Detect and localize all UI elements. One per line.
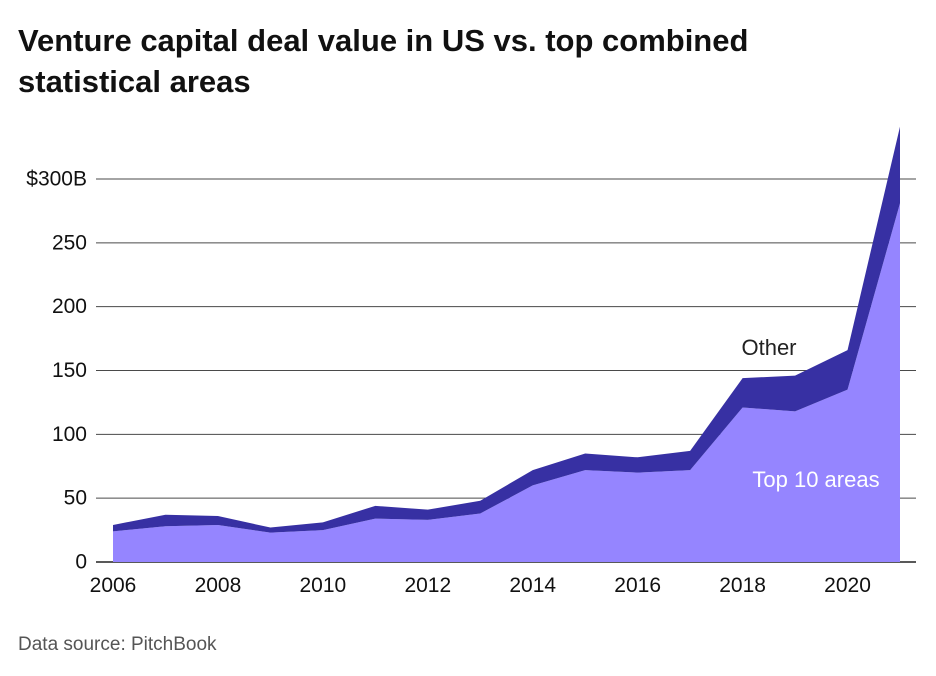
x-tick-label: 2006 <box>90 574 137 597</box>
annotation-top-10-areas: Top 10 areas <box>752 467 879 492</box>
y-tick-label: 50 <box>64 487 87 510</box>
y-tick-label: 200 <box>52 295 87 318</box>
data-source-note: Data source: PitchBook <box>18 634 217 655</box>
y-tick-label: 0 <box>75 551 87 574</box>
y-axis-ticks: 0 50 100 150 200 250 $300B <box>26 168 87 574</box>
x-tick-label: 2010 <box>300 574 347 597</box>
x-tick-label: 2008 <box>195 574 242 597</box>
annotation-other: Other <box>741 335 796 360</box>
chart-title-line-2: statistical areas <box>18 64 251 99</box>
x-tick-label: 2020 <box>824 574 871 597</box>
annotations: Other Top 10 areas <box>741 335 879 492</box>
y-tick-label: 250 <box>52 231 87 254</box>
x-tick-label: 2016 <box>614 574 661 597</box>
x-tick-label: 2018 <box>719 574 766 597</box>
chart-title-line-1: Venture capital deal value in US vs. top… <box>18 23 749 58</box>
x-axis-ticks: 2006 2008 2010 2012 2014 2016 2018 2020 <box>90 574 871 597</box>
series-areas <box>113 126 900 562</box>
y-tick-label: 150 <box>52 359 87 382</box>
y-tick-label: $300B <box>26 168 87 191</box>
y-tick-label: 100 <box>52 423 87 446</box>
x-tick-label: 2014 <box>509 574 556 597</box>
chart-title: Venture capital deal value in US vs. top… <box>18 20 898 102</box>
area-top-10-areas <box>113 203 900 562</box>
x-tick-label: 2012 <box>404 574 451 597</box>
